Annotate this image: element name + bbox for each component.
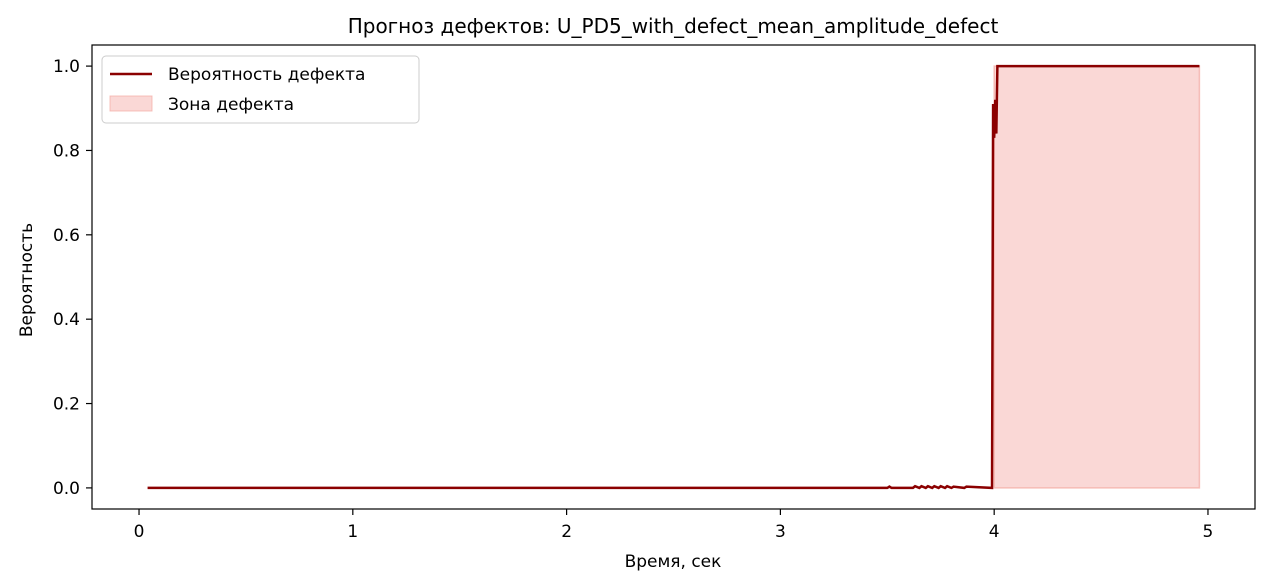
x-tick-label: 1 (347, 522, 358, 542)
y-axis-label: Вероятность (17, 223, 37, 337)
legend-zone-swatch (109, 95, 153, 112)
series-layer (147, 64, 1200, 490)
defect-zone-layer (993, 65, 1201, 489)
defect-zone-area (993, 65, 1201, 489)
y-tick-label: 0.4 (53, 310, 80, 330)
legend-box (101, 55, 420, 124)
x-tick-label: 5 (1203, 522, 1214, 542)
series-line-0 (147, 64, 1200, 490)
chart-title: Прогноз дефектов: U_PD5_with_defect_mean… (348, 14, 999, 38)
legend-label-defect-zone: Зона дефекта (168, 95, 294, 115)
y-tick-label: 0.0 (53, 479, 80, 499)
y-tick-label: 1.0 (53, 57, 80, 77)
x-axis-label: Время, сек (625, 552, 722, 572)
legend-label-probability: Вероятность дефекта (168, 65, 365, 85)
x-tick-label: 0 (134, 522, 145, 542)
legend: Вероятность дефекта Зона дефекта (101, 55, 420, 124)
plot-frame (91, 44, 1256, 510)
y-tick-label: 0.8 (53, 141, 80, 161)
x-tick-label: 3 (775, 522, 786, 542)
y-tick-label: 0.6 (53, 226, 80, 246)
y-axis-ticks: 0.0 0.2 0.4 0.6 0.8 1.0 (53, 57, 92, 499)
y-tick-label: 0.2 (53, 395, 80, 415)
x-axis-ticks: 0 1 2 3 4 5 (134, 509, 1214, 542)
x-tick-label: 2 (561, 522, 572, 542)
x-tick-label: 4 (989, 522, 1000, 542)
